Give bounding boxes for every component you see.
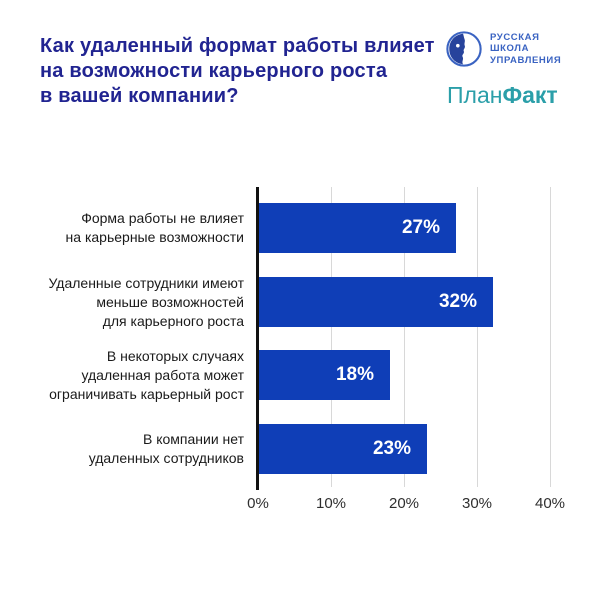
gridline — [477, 187, 478, 487]
bar-row: В компании нет удаленных сотрудников 23% — [0, 424, 600, 474]
rsu-logo-text: РУССКАЯ ШКОЛА УПРАВЛЕНИЯ — [490, 32, 561, 67]
y-axis-line — [256, 187, 259, 490]
gridline — [550, 187, 551, 487]
x-tick-label: 30% — [461, 495, 493, 512]
category-label: В компании нет удаленных сотрудников — [88, 431, 244, 466]
bar: 18% — [259, 350, 390, 400]
bar-value-label: 32% — [438, 291, 477, 312]
category-label: В некоторых случаях удаленная работа мож… — [49, 347, 244, 402]
x-tick-label: 0% — [247, 495, 269, 512]
category-label: Форма работы не влияет на карьерные возм… — [65, 210, 244, 245]
bar-value-label: 23% — [372, 438, 411, 459]
planfact-logo-part1: План — [447, 82, 503, 108]
planfact-logo: ПланФакт — [445, 82, 575, 108]
gridline — [331, 187, 332, 487]
bar: 23% — [259, 424, 427, 474]
bar: 32% — [259, 277, 493, 327]
bar-row: В некоторых случаях удаленная работа мож… — [0, 347, 600, 402]
bar-row: Форма работы не влияет на карьерные возм… — [0, 203, 600, 253]
rsu-logo-line: УПРАВЛЕНИЯ — [490, 54, 562, 66]
bar-value-label: 27% — [401, 217, 440, 238]
rsu-logo-line: РУССКАЯ — [490, 31, 540, 43]
gridline — [404, 187, 405, 487]
x-tick-label: 40% — [534, 495, 566, 512]
bar: 27% — [259, 203, 456, 253]
bar-value-label: 18% — [335, 364, 374, 385]
category-label: Удаленные сотрудники имеют меньше возмож… — [48, 274, 244, 329]
planfact-logo-part2: Факт — [502, 82, 558, 108]
bar-row: Удаленные сотрудники имеют меньше возмож… — [0, 274, 600, 329]
rsu-face-icon — [445, 30, 483, 68]
x-tick-label: 10% — [315, 495, 347, 512]
x-tick-label: 20% — [388, 495, 420, 512]
chart-title: Как удаленный формат работы влияет на во… — [40, 35, 435, 107]
rsu-logo: РУССКАЯ ШКОЛА УПРАВЛЕНИЯ — [445, 30, 575, 68]
rsu-logo-line: ШКОЛА — [490, 43, 530, 55]
logo-block: РУССКАЯ ШКОЛА УПРАВЛЕНИЯ ПланФакт — [445, 30, 575, 108]
